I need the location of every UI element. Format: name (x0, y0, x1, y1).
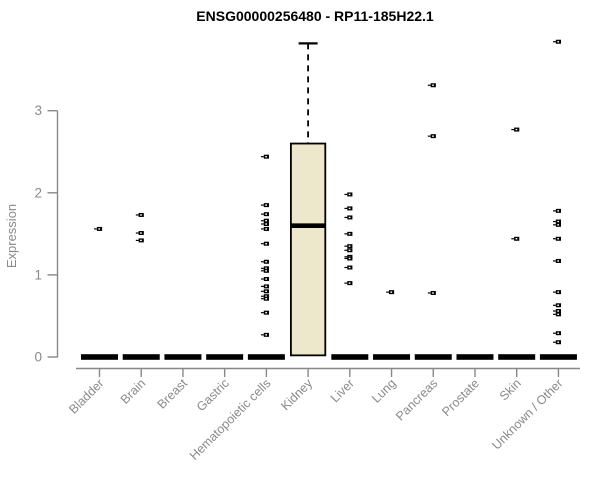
data-point-center (348, 245, 351, 247)
data-point-center (557, 260, 560, 262)
x-tick-label: Hematopoietic cells (187, 376, 274, 463)
data-point-center (265, 204, 267, 206)
data-point-center (348, 257, 351, 260)
collapsed-box (122, 354, 160, 360)
data-point-center (515, 238, 518, 240)
x-tick-label: Brain (118, 376, 149, 407)
collapsed-box (331, 354, 369, 360)
data-point-center (557, 291, 560, 293)
x-tick-label: Bladder (66, 376, 106, 416)
data-point-center (265, 267, 267, 270)
data-point-center (265, 278, 267, 280)
x-tick-label: Gastric (194, 376, 232, 414)
data-point-center (348, 266, 351, 269)
x-tick-label: Prostate (439, 376, 482, 419)
data-point-center (265, 261, 267, 263)
collapsed-box (414, 354, 452, 360)
data-point-center (557, 41, 560, 43)
data-point-center (557, 304, 560, 306)
data-point-center (265, 334, 267, 336)
y-tick-label: 0 (34, 350, 42, 365)
x-tick-label: Skin (497, 376, 524, 403)
data-point-center (348, 282, 351, 284)
chart-title: ENSG00000256480 - RP11-185H22.1 (196, 8, 434, 24)
data-point-center (265, 220, 267, 222)
data-point-center (265, 270, 267, 272)
data-point-center (557, 313, 560, 316)
x-tick-label: Unknown / Other (489, 376, 565, 452)
collapsed-box (539, 354, 577, 360)
data-point-center (557, 220, 560, 223)
data-point-center (265, 243, 267, 245)
data-point-center (348, 233, 351, 235)
x-tick-label: Lung (369, 376, 399, 406)
data-point-center (557, 310, 560, 312)
collapsed-box (247, 354, 285, 360)
data-point-center (557, 238, 560, 240)
data-point-center (390, 291, 393, 293)
data-point-center (557, 224, 560, 226)
data-point-center (265, 311, 267, 314)
data-point-center (432, 292, 434, 294)
data-point-center (557, 210, 560, 212)
data-point-center (265, 228, 267, 230)
data-point-center (432, 84, 434, 86)
collapsed-box (498, 354, 536, 360)
box (289, 142, 327, 357)
y-tick-label: 3 (34, 103, 42, 118)
data-point-center (140, 232, 142, 234)
collapsed-box (456, 354, 494, 360)
data-point-center (265, 295, 267, 297)
x-tick-label: Liver (328, 376, 357, 405)
data-point-center (432, 135, 434, 137)
data-point-center (140, 239, 142, 242)
y-tick-label: 2 (34, 185, 42, 200)
collapsed-box (206, 354, 244, 360)
x-tick-label: Breast (155, 376, 191, 412)
x-tick-label: Pancreas (393, 376, 440, 423)
y-tick-label: 1 (34, 267, 42, 282)
data-point-center (348, 207, 351, 210)
data-point-center (348, 193, 351, 196)
collapsed-box (81, 354, 118, 360)
data-point-center (265, 213, 267, 215)
data-point-center (265, 223, 267, 225)
data-point-center (265, 290, 267, 293)
x-tick-label: Kidney (278, 376, 315, 413)
data-point-center (515, 128, 518, 131)
data-point-center (140, 214, 142, 216)
data-point-center (265, 285, 267, 288)
data-point-center (348, 249, 351, 251)
data-point-center (98, 228, 101, 230)
data-point-center (265, 298, 267, 300)
collapsed-box (164, 354, 202, 360)
collapsed-box (373, 354, 411, 360)
data-point-center (348, 216, 351, 219)
data-point-center (557, 332, 560, 334)
data-point-center (557, 341, 560, 343)
data-point-center (265, 155, 267, 158)
